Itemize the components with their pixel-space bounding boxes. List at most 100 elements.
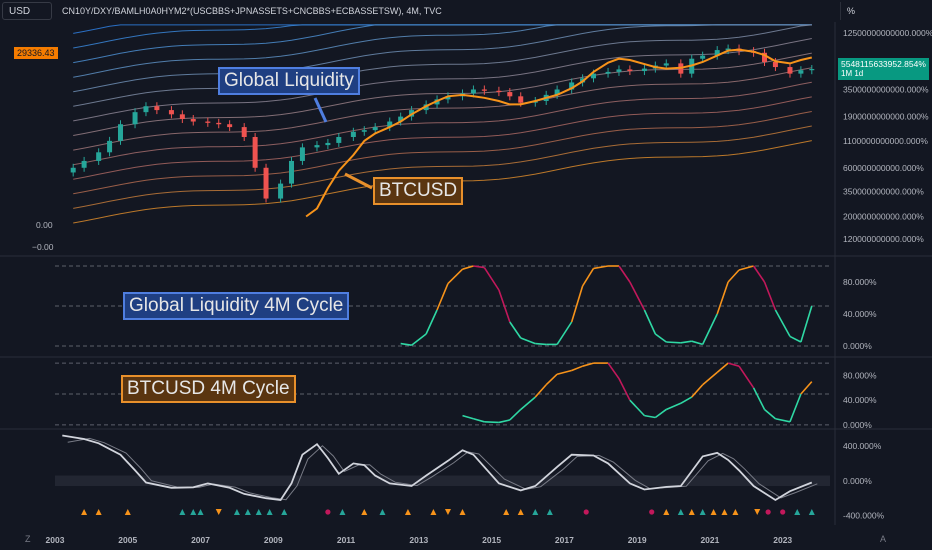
liquidity-band-line — [73, 24, 812, 93]
liquidity-candle — [241, 127, 247, 137]
liquidity-candle — [107, 140, 113, 153]
liquidity-candle — [445, 96, 451, 100]
liquidity-band-line — [73, 96, 812, 180]
oscillator-marker-up — [699, 509, 706, 515]
oscillator-marker-down — [444, 509, 451, 515]
y-tick-label-gl: 40.000% — [843, 309, 877, 319]
liquidity-candle — [627, 69, 633, 72]
cycle-line-segment-gl — [462, 265, 474, 270]
cycle-line-segment-btc — [545, 373, 558, 386]
oscillator-marker-up — [688, 509, 695, 515]
liquidity-candle — [205, 121, 211, 123]
liquidity-candle — [336, 137, 342, 143]
liquidity-candle — [787, 67, 793, 74]
y-tick-label-main: 1100000000000.000% — [843, 136, 928, 146]
liquidity-candle — [168, 110, 174, 115]
cycle-line-segment-btc — [800, 381, 813, 395]
liquidity-band-line — [73, 67, 812, 151]
y-tick-label-gl: 0.000% — [843, 341, 872, 351]
cycle-line-segment-gl — [752, 265, 766, 283]
cycle-line-segment-gl — [763, 281, 777, 311]
cycle-line-segment-btc — [763, 408, 776, 420]
liquidity-band-line — [73, 24, 812, 78]
liquidity-candle — [518, 96, 524, 103]
cycle-line-segment-btc — [665, 402, 682, 411]
liquidity-candle — [507, 92, 513, 97]
cycle-line-segment-btc — [775, 417, 791, 423]
cycle-line-segment-gl — [800, 305, 813, 343]
oscillator-marker-up — [124, 509, 131, 515]
liquidity-candle — [496, 90, 502, 93]
oscillator-marker-up — [794, 509, 801, 515]
oscillator-marker-up — [430, 509, 437, 515]
oscillator-marker-up — [808, 509, 815, 515]
left-scale-label: −0.00 — [32, 242, 54, 252]
cycle-line-segment-gl — [473, 265, 485, 269]
y-tick-label-main: 12500000000000.000% — [843, 28, 932, 38]
cycle-line-segment-gl — [680, 340, 692, 344]
cycle-line-segment-gl — [520, 337, 536, 345]
oscillator-marker-up — [95, 509, 102, 515]
oscillator-marker-up — [81, 509, 88, 515]
x-tick-label: 2013 — [409, 535, 428, 545]
cycle-line-segment-gl — [629, 281, 646, 311]
cycle-line-segment-gl — [643, 309, 657, 335]
cycle-line-segment-gl — [570, 285, 584, 323]
oscillator-marker-up — [532, 509, 539, 515]
liquidity-candle — [616, 69, 622, 72]
oscillator-marker-up — [255, 509, 262, 515]
y-tick-label-osc: -400.000% — [843, 511, 885, 521]
liquidity-candle — [299, 147, 305, 161]
liquidity-candle — [361, 130, 367, 132]
x-tick-label: 2019 — [628, 535, 647, 545]
cycle-line-segment-btc — [462, 414, 474, 420]
cycle-line-segment-gl — [666, 341, 681, 344]
liquidity-candle — [252, 137, 258, 168]
liquidity-band-line — [73, 38, 812, 122]
x-tick-label: 2011 — [337, 535, 356, 545]
liquidity-candle — [289, 160, 295, 184]
oscillator-marker-dot — [325, 509, 331, 515]
y-tick-label-gl: 80.000% — [843, 277, 877, 287]
oscillator-marker-up — [404, 509, 411, 515]
auto-scale-icon[interactable]: A — [880, 534, 887, 544]
cycle-line-segment-btc — [556, 369, 572, 375]
liquidity-band-line — [73, 125, 812, 209]
cycle-line-segment-btc — [534, 384, 547, 398]
liquidity-candle — [569, 82, 575, 90]
liquidity-band-line — [73, 24, 812, 34]
x-tick-label: 2003 — [46, 535, 65, 545]
liquidity-candle — [481, 89, 487, 91]
y-tick-label-main: 120000000000.000% — [843, 234, 924, 244]
oscillator-marker-dot — [583, 509, 589, 515]
oscillator-marker-up — [732, 509, 739, 515]
oscillator-marker-up — [190, 509, 197, 515]
oscillator-marker-up — [677, 509, 684, 515]
y-tick-label-btc: 40.000% — [843, 395, 877, 405]
annotation-btc-cycle: BTCUSD 4M Cycle — [121, 375, 296, 403]
currency-button[interactable]: USD — [2, 2, 52, 20]
liquidity-candle — [132, 112, 138, 125]
liquidity-candle — [387, 121, 393, 128]
cycle-line-segment-btc — [691, 384, 704, 398]
y-tick-label-osc: 400.000% — [843, 441, 882, 451]
symbol-title: CN10Y/DXY/BAMLH0A0HYM2*(USCBBS+JPNASSETS… — [62, 6, 442, 16]
oscillator-marker-up — [710, 509, 717, 515]
oscillator-marker-up — [179, 509, 186, 515]
liquidity-candle — [81, 160, 87, 168]
cycle-line-segment-btc — [509, 408, 522, 421]
zoom-icon[interactable]: Z — [25, 534, 31, 544]
y-tick-label-main: 1900000000000.000% — [843, 112, 929, 122]
btc-price-tag: 29336.43 — [14, 47, 58, 59]
cycle-line-segment-gl — [411, 333, 427, 346]
liquidity-candle — [325, 142, 331, 146]
scale-mode-button[interactable]: % — [840, 2, 932, 20]
liquidity-candle — [641, 68, 647, 72]
oscillator-marker-dot — [765, 509, 771, 515]
oscillator-marker-dot — [649, 509, 655, 515]
oscillator-marker-down — [215, 509, 222, 515]
current-value: 5548115633952.854% — [841, 59, 926, 69]
cycle-line-segment-btc — [607, 362, 620, 380]
x-tick-label: 2023 — [773, 535, 792, 545]
